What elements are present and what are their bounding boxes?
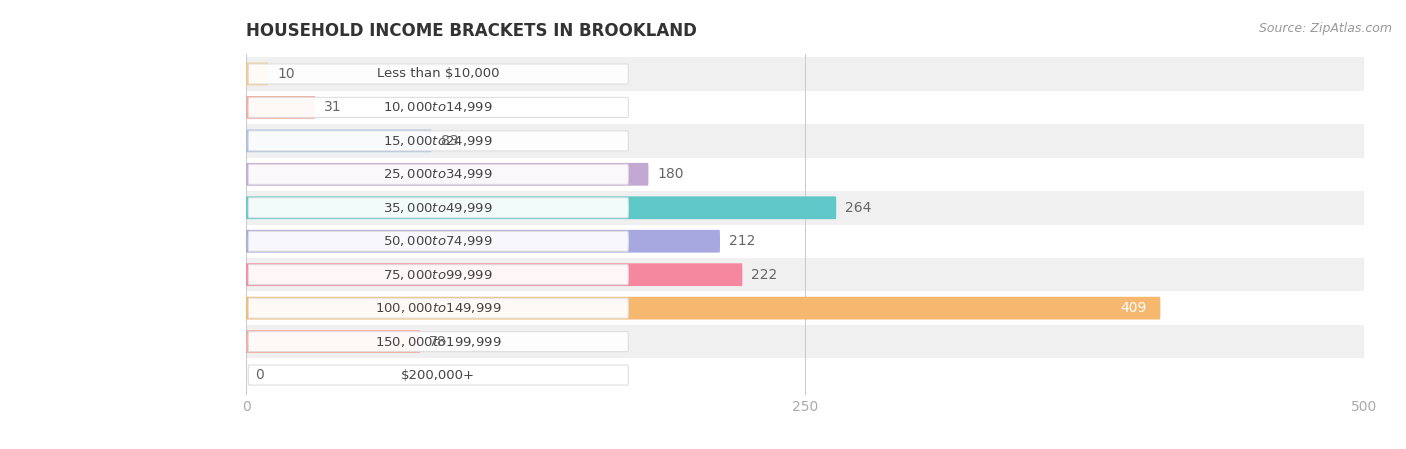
FancyBboxPatch shape — [249, 131, 628, 151]
Text: 31: 31 — [325, 101, 342, 114]
Text: 180: 180 — [658, 167, 683, 181]
FancyBboxPatch shape — [246, 330, 420, 353]
Text: $35,000 to $49,999: $35,000 to $49,999 — [384, 201, 494, 215]
Bar — [246, 224, 1364, 258]
FancyBboxPatch shape — [246, 297, 1160, 320]
FancyBboxPatch shape — [249, 97, 628, 118]
Bar — [246, 91, 1364, 124]
Text: 409: 409 — [1121, 301, 1147, 315]
Text: $150,000 to $199,999: $150,000 to $199,999 — [375, 335, 502, 348]
Bar — [246, 291, 1364, 325]
FancyBboxPatch shape — [246, 163, 648, 186]
FancyBboxPatch shape — [246, 263, 742, 286]
FancyBboxPatch shape — [249, 231, 628, 251]
Text: $100,000 to $149,999: $100,000 to $149,999 — [375, 301, 502, 315]
Text: $10,000 to $14,999: $10,000 to $14,999 — [384, 101, 494, 114]
Text: 222: 222 — [751, 268, 778, 282]
FancyBboxPatch shape — [246, 196, 837, 219]
Text: 83: 83 — [440, 134, 458, 148]
Text: HOUSEHOLD INCOME BRACKETS IN BROOKLAND: HOUSEHOLD INCOME BRACKETS IN BROOKLAND — [246, 22, 697, 40]
Text: $200,000+: $200,000+ — [401, 369, 475, 382]
Text: $15,000 to $24,999: $15,000 to $24,999 — [384, 134, 494, 148]
FancyBboxPatch shape — [246, 230, 720, 253]
FancyBboxPatch shape — [249, 298, 628, 318]
Bar — [246, 158, 1364, 191]
Bar — [246, 325, 1364, 358]
Text: $25,000 to $34,999: $25,000 to $34,999 — [384, 167, 494, 181]
Text: 212: 212 — [728, 234, 755, 248]
FancyBboxPatch shape — [249, 365, 628, 385]
Bar — [246, 258, 1364, 291]
FancyBboxPatch shape — [246, 129, 432, 152]
Text: 10: 10 — [277, 67, 295, 81]
Text: 78: 78 — [429, 335, 447, 348]
Bar — [246, 191, 1364, 224]
FancyBboxPatch shape — [246, 96, 315, 119]
Text: $75,000 to $99,999: $75,000 to $99,999 — [384, 268, 494, 282]
Bar — [246, 124, 1364, 158]
Bar — [246, 57, 1364, 91]
FancyBboxPatch shape — [249, 198, 628, 218]
Text: Less than $10,000: Less than $10,000 — [377, 67, 499, 80]
FancyBboxPatch shape — [249, 64, 628, 84]
FancyBboxPatch shape — [249, 164, 628, 185]
FancyBboxPatch shape — [249, 331, 628, 352]
Text: 0: 0 — [254, 368, 264, 382]
FancyBboxPatch shape — [246, 62, 269, 85]
Bar — [246, 358, 1364, 392]
Text: $50,000 to $74,999: $50,000 to $74,999 — [384, 234, 494, 248]
FancyBboxPatch shape — [249, 264, 628, 285]
Text: 264: 264 — [845, 201, 872, 215]
Text: Source: ZipAtlas.com: Source: ZipAtlas.com — [1258, 22, 1392, 35]
